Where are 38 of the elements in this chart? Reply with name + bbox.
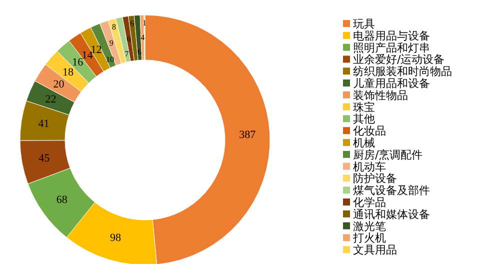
legend-label: 防护设备 [353,172,397,186]
data-label: 68 [56,194,68,206]
legend-label: 装饰性物品 [353,88,408,102]
legend-label: 照明产品和灯串 [353,41,430,54]
legend-label: 儿童用品和设备 [353,77,430,90]
data-label: 45 [38,152,50,164]
data-label: 4 [140,33,145,42]
legend-label: 通讯和媒体设备 [353,208,430,221]
data-label: 8 [112,22,116,32]
legend-label: 业余爱好/运动设备 [353,53,445,66]
legend-label: 厨房/烹调配件 [353,148,423,162]
data-label: 20 [53,78,65,91]
data-label: 1 [142,18,147,28]
legend-label: 电器用品与设备 [353,29,430,42]
data-label: 18 [62,66,74,78]
data-label: 6 [126,34,131,44]
data-label: 387 [239,129,256,142]
legend-label: 玩具 [353,18,375,30]
data-label: 14 [82,49,94,62]
data-label: 98 [110,232,122,244]
legend-label: 文具用品 [353,244,397,257]
legend-label: 纺织服装和时尚物品 [353,65,452,78]
legend-label: 其他 [353,112,375,126]
legend-label: 珠宝 [353,100,375,114]
data-label: 41 [38,118,50,130]
legend-label: 化妆品 [353,124,386,138]
data-label: 16 [72,56,84,69]
data-label: 7 [124,49,129,58]
legend-label: 煤气设备及部件 [353,184,430,198]
data-label: 9 [109,38,114,48]
legend-label: 激光笔 [353,220,386,233]
data-label: 22 [45,94,56,106]
legend-label: 机械 [353,136,375,150]
data-label: 6 [130,19,134,28]
legend-label: 机动车 [353,160,386,174]
data-label: 12 [90,44,102,56]
legend-label: 化学品 [353,196,386,209]
legend-label: 打火机 [352,232,386,245]
